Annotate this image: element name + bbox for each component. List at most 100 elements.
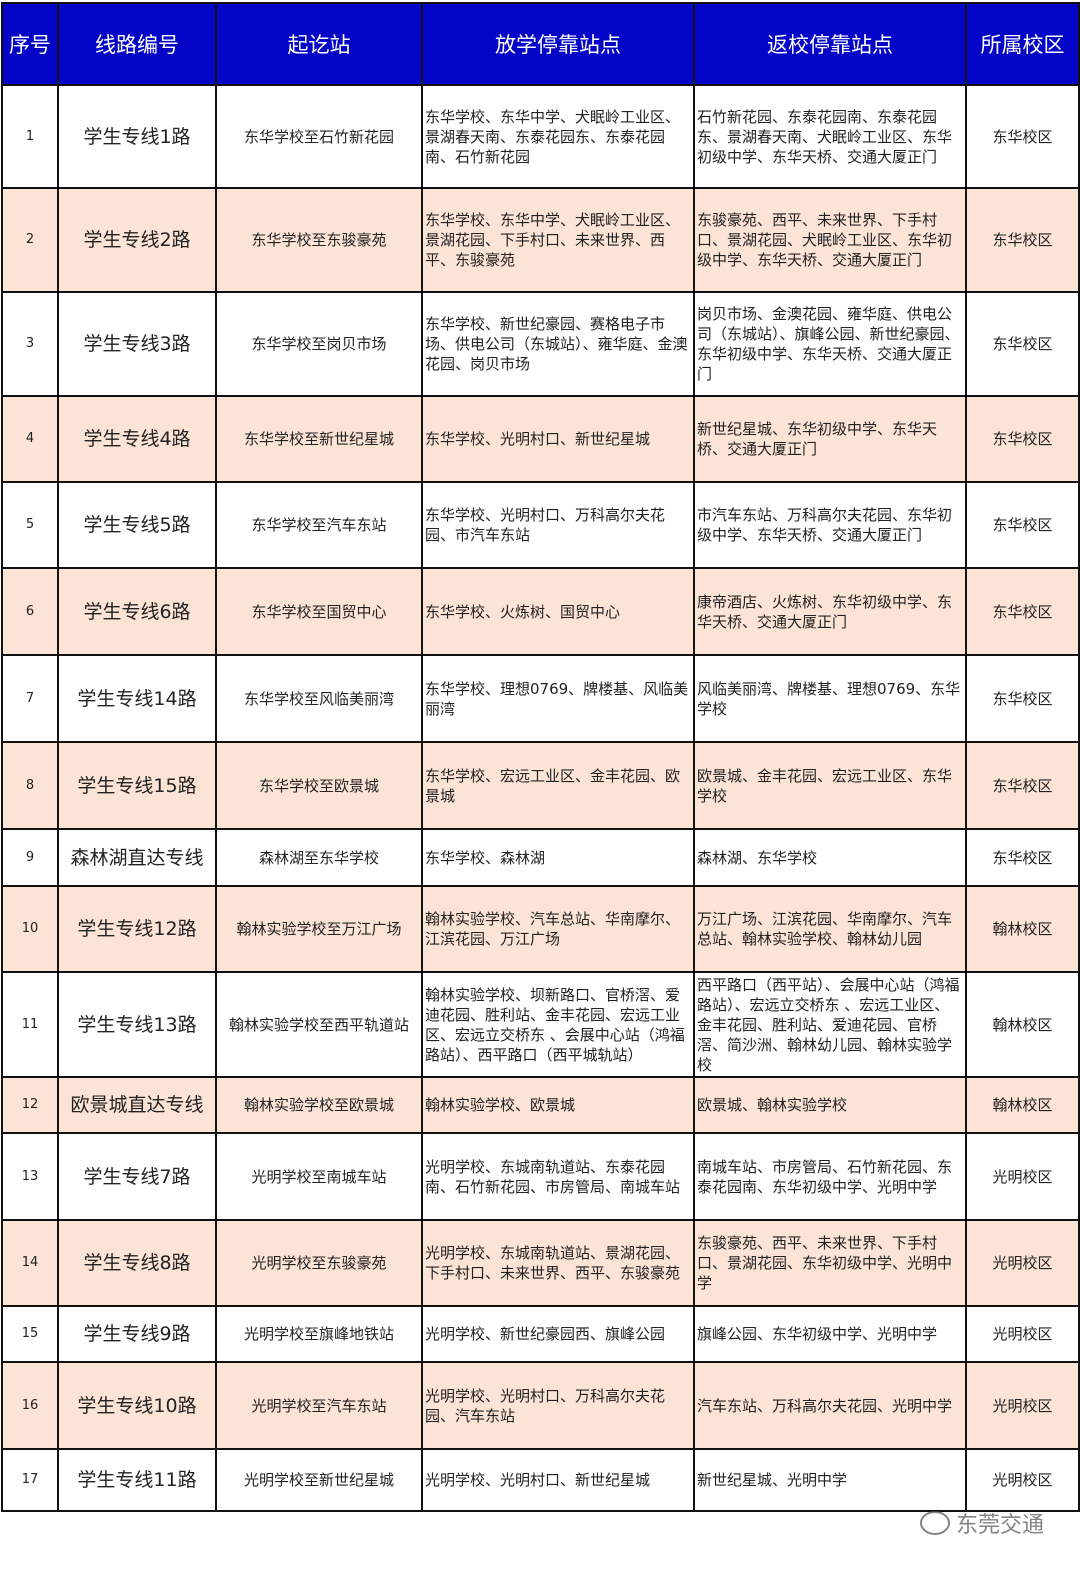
terminals: 翰林实验学校至欧景城 [215,1076,423,1134]
return-stops: 南城车站、市房管局、石竹新花园、东泰花园南、东华初级中学、光明中学 [693,1132,967,1221]
header-dismissal-stops: 放学停靠站点 [421,2,695,86]
dismissal-stops: 东华学校、理想0769、牌楼基、风临美丽湾 [421,654,695,743]
campus: 东华校区 [965,395,1080,483]
dismissal-stops: 东华学校、火炼树、国贸中心 [421,567,695,656]
return-stops: 新世纪星城、东华初级中学、东华天桥、交通大厦正门 [693,395,967,483]
table-row: 7 学生专线14路 东华学校至风临美丽湾 东华学校、理想0769、牌楼基、风临美丽湾风… [1,654,1080,743]
dismissal-stops: 光明学校、东城南轨道站、东泰花园南、石竹新花园、市房管局、南城车站 [421,1132,695,1221]
dismissal-stops: 光明学校、东城南轨道站、景湖花园、下手村口、未来世界、西平、东骏豪苑 [421,1219,695,1307]
terminals: 东华学校至石竹新花园 [215,84,423,189]
row-index: 17 [1,1448,59,1512]
campus: 东华校区 [965,481,1080,569]
dismissal-stops: 东华学校、光明村口、万科高尔夫花园、市汽车东站 [421,481,695,569]
header-terminals: 起讫站 [215,2,423,86]
campus: 东华校区 [965,187,1080,293]
route-name: 学生专线3路 [57,291,217,397]
table-row: 14 学生专线8路 光明学校至东骏豪苑 光明学校、东城南轨道站、景湖花园、下手村口、未… [1,1219,1080,1307]
return-stops: 西平路口（西平站）、会展中心站（鸿福路站）、宏远立交桥东 、宏远工业区、金丰花园… [693,971,967,1078]
dismissal-stops: 光明学校、光明村口、万科高尔夫花园、汽车东站 [421,1361,695,1450]
row-index: 8 [1,741,59,830]
terminals: 森林湖至东华学校 [215,828,423,887]
table-row: 1 学生专线1路 东华学校至石竹新花园 东华学校、东华中学、犬眠岭工业区、景湖春天南、… [1,84,1080,189]
dismissal-stops: 东华学校、光明村口、新世纪星城 [421,395,695,483]
row-index: 6 [1,567,59,656]
header-route: 线路编号 [57,2,217,86]
return-stops: 旗峰公园、东华初级中学、光明中学 [693,1305,967,1363]
row-index: 1 [1,84,59,189]
return-stops: 东骏豪苑、西平、未来世界、下手村口、景湖花园、东华初级中学、光明中学 [693,1219,967,1307]
route-name: 学生专线4路 [57,395,217,483]
row-index: 3 [1,291,59,397]
terminals: 东华学校至国贸中心 [215,567,423,656]
table-row: 12 欧景城直达专线 翰林实验学校至欧景城 翰林实验学校、欧景城 欧景城、翰林实验学校翰… [1,1076,1080,1134]
return-stops: 新世纪星城、光明中学 [693,1448,967,1512]
wechat-icon [919,1511,950,1535]
route-name: 学生专线13路 [57,971,217,1078]
campus: 光明校区 [965,1361,1080,1450]
campus: 光明校区 [965,1305,1080,1363]
table-row: 3 学生专线3路 东华学校至岗贝市场 东华学校、新世纪豪园、赛格电子市场、供电公司（东… [1,291,1080,397]
table-row: 5 学生专线5路 东华学校至汽车东站 东华学校、光明村口、万科高尔夫花园、市汽车东站市… [1,481,1080,569]
terminals: 光明学校至旗峰地铁站 [215,1305,423,1363]
route-name: 学生专线14路 [57,654,217,743]
route-name: 学生专线12路 [57,885,217,973]
header-row: 序号 线路编号 起讫站 放学停靠站点 返校停靠站点 所属校区 [1,2,1080,86]
table-row: 4 学生专线4路 东华学校至新世纪星城 东华学校、光明村口、新世纪星城 新世纪星城、东华… [1,395,1080,483]
terminals: 光明学校至汽车东站 [215,1361,423,1450]
table-row: 6 学生专线6路 东华学校至国贸中心 东华学校、火炼树、国贸中心 康帝酒店、火炼树、东华… [1,567,1080,656]
return-stops: 东骏豪苑、西平、未来世界、下手村口、景湖花园、犬眠岭工业区、东华初级中学、东华天… [693,187,967,293]
dismissal-stops: 东华学校、宏远工业区、金丰花园、欧景城 [421,741,695,830]
route-name: 学生专线7路 [57,1132,217,1221]
terminals: 东华学校至新世纪星城 [215,395,423,483]
campus: 光明校区 [965,1219,1080,1307]
table-row: 13 学生专线7路 光明学校至南城车站 光明学校、东城南轨道站、东泰花园南、石竹新花园… [1,1132,1080,1221]
table-row: 15 学生专线9路 光明学校至旗峰地铁站 光明学校、新世纪豪园西、旗峰公园 旗峰公园、东… [1,1305,1080,1363]
terminals: 东华学校至东骏豪苑 [215,187,423,293]
campus: 光明校区 [965,1132,1080,1221]
table-row: 16 学生专线10路 光明学校至汽车东站 光明学校、光明村口、万科高尔夫花园、汽车东站… [1,1361,1080,1450]
table-row: 2 学生专线2路 东华学校至东骏豪苑 东华学校、东华中学、犬眠岭工业区、景湖花园、下手… [1,187,1080,293]
campus: 东华校区 [965,84,1080,189]
row-index: 12 [1,1076,59,1134]
terminals: 光明学校至新世纪星城 [215,1448,423,1512]
route-name: 学生专线6路 [57,567,217,656]
route-name: 学生专线8路 [57,1219,217,1307]
row-index: 5 [1,481,59,569]
campus: 东华校区 [965,567,1080,656]
dismissal-stops: 东华学校、东华中学、犬眠岭工业区、景湖花园、下手村口、未来世界、西平、东骏豪苑 [421,187,695,293]
campus: 光明校区 [965,1448,1080,1512]
dismissal-stops: 光明学校、光明村口、新世纪星城 [421,1448,695,1512]
terminals: 东华学校至风临美丽湾 [215,654,423,743]
campus: 东华校区 [965,291,1080,397]
campus: 翰林校区 [965,885,1080,973]
table-row: 9 森林湖直达专线 森林湖至东华学校 东华学校、森林湖 森林湖、东华学校 东华校区 [1,828,1080,887]
row-index: 13 [1,1132,59,1221]
route-name: 学生专线2路 [57,187,217,293]
route-name: 学生专线9路 [57,1305,217,1363]
watermark: 东莞交通 [919,1507,1044,1539]
campus: 东华校区 [965,654,1080,743]
route-name: 学生专线10路 [57,1361,217,1450]
terminals: 东华学校至岗贝市场 [215,291,423,397]
return-stops: 欧景城、金丰花园、宏远工业区、东华学校 [693,741,967,830]
route-name: 学生专线15路 [57,741,217,830]
route-name: 欧景城直达专线 [57,1076,217,1134]
route-name: 学生专线1路 [57,84,217,189]
row-index: 15 [1,1305,59,1363]
campus: 翰林校区 [965,1076,1080,1134]
header-return-stops: 返校停靠站点 [693,2,967,86]
terminals: 光明学校至东骏豪苑 [215,1219,423,1307]
header-campus: 所属校区 [965,2,1080,86]
dismissal-stops: 东华学校、森林湖 [421,828,695,887]
row-index: 14 [1,1219,59,1307]
terminals: 东华学校至汽车东站 [215,481,423,569]
return-stops: 石竹新花园、东泰花园南、东泰花园东、景湖春天南、犬眠岭工业区、东华初级中学、东华… [693,84,967,189]
table-row: 10 学生专线12路 翰林实验学校至万江广场 翰林实验学校、汽车总站、华南摩尔、江滨花… [1,885,1080,973]
return-stops: 万江广场、江滨花园、华南摩尔、汽车总站、翰林实验学校、翰林幼儿园 [693,885,967,973]
terminals: 翰林实验学校至万江广场 [215,885,423,973]
row-index: 7 [1,654,59,743]
row-index: 2 [1,187,59,293]
return-stops: 风临美丽湾、牌楼基、理想0769、东华学校 [693,654,967,743]
return-stops: 岗贝市场、金澳花园、雍华庭、供电公司（东城站）、旗峰公园、新世纪豪园、东华初级中… [693,291,967,397]
table-row: 17 学生专线11路 光明学校至新世纪星城 光明学校、光明村口、新世纪星城 新世纪星城、… [1,1448,1080,1512]
